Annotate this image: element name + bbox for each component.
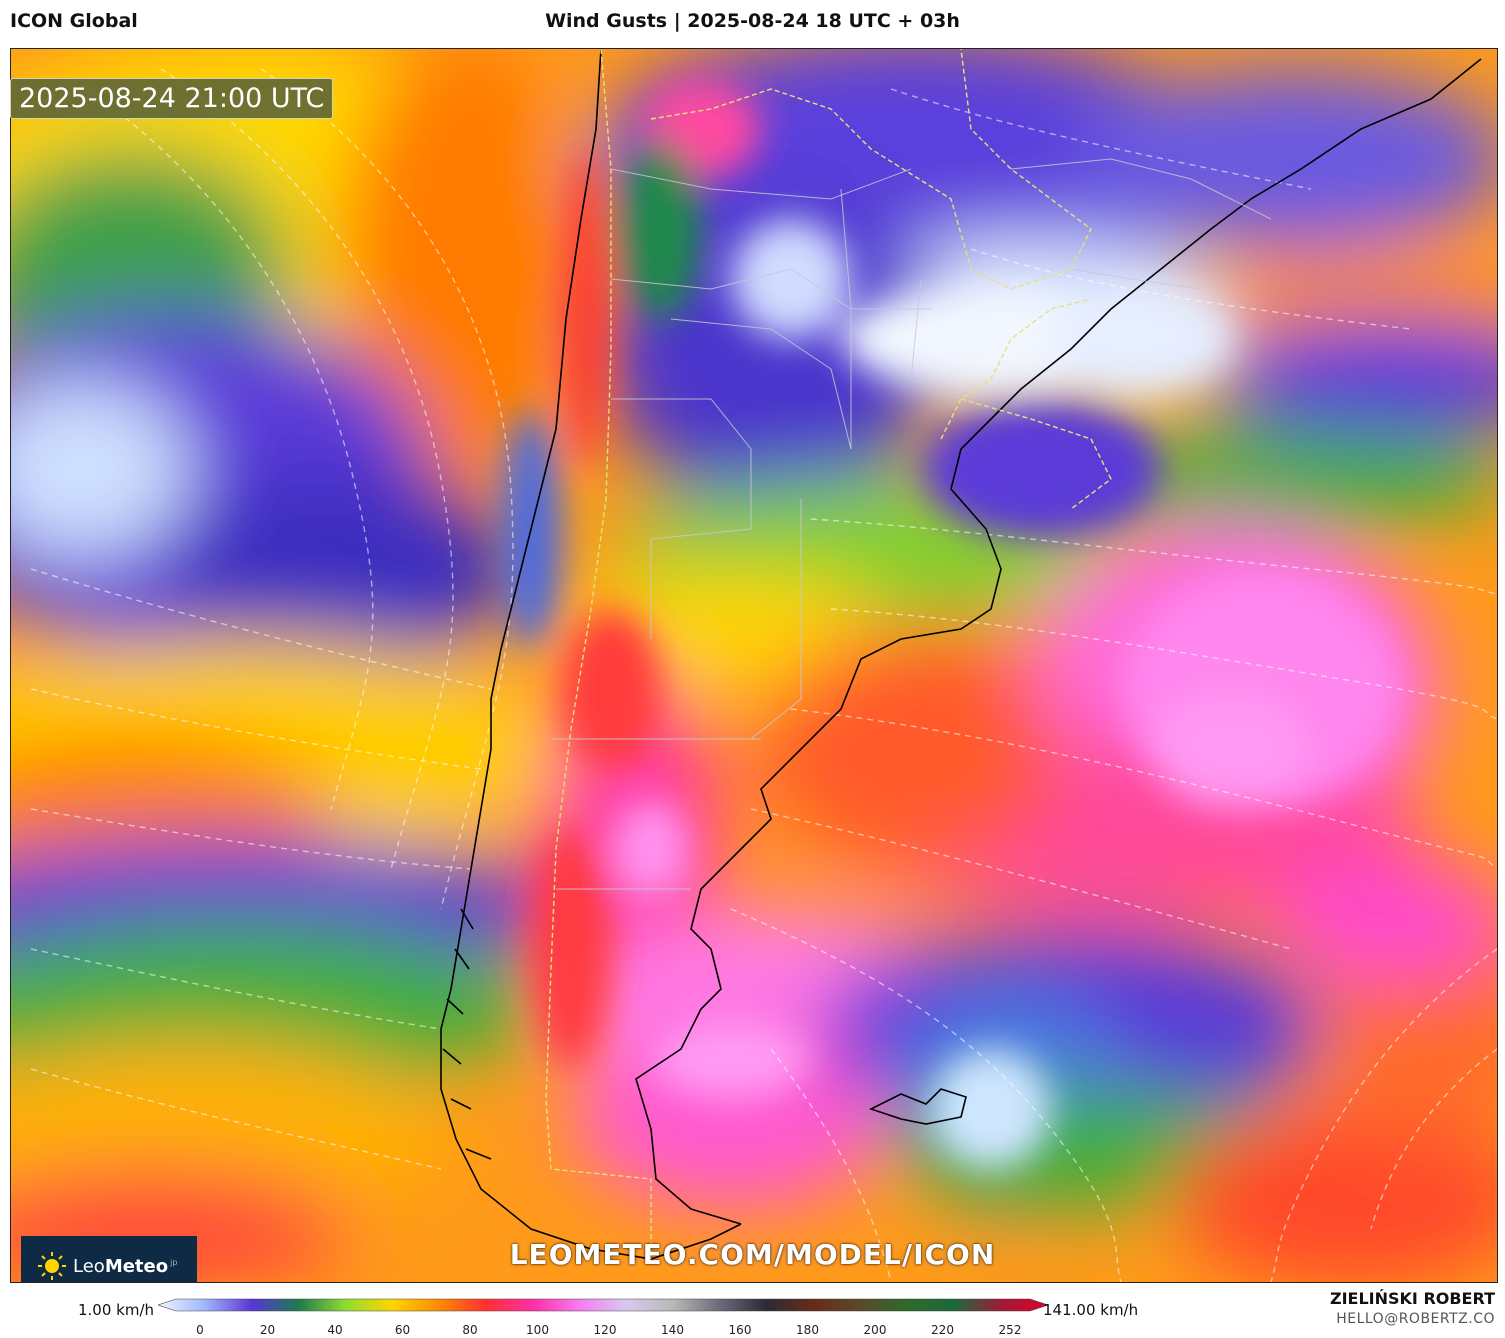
map-title: Wind Gusts | 2025-08-24 18 UTC + 03h <box>545 10 960 32</box>
model-name: ICON Global <box>10 10 138 32</box>
legend-max-label: 141.00 km/h <box>1043 1301 1139 1319</box>
legend-tick-label: 252 <box>999 1323 1022 1337</box>
legend-tick-label: 60 <box>395 1323 410 1337</box>
legend-tick-label: 220 <box>931 1323 954 1337</box>
coastlines <box>440 49 1482 1260</box>
color-legend: 1.00 km/h 0 20 40 60 80 100 120 140 160 180 200 220… <box>0 1290 1505 1337</box>
wind-field-broad <box>11 49 1497 1282</box>
legend-tick-label: 140 <box>661 1323 684 1337</box>
author-credit: ZIELIŃSKI ROBERT HELLO@ROBERTZ.CO <box>1330 1289 1495 1327</box>
country-borders <box>545 49 1112 1259</box>
url-watermark: LEOMETEO.COM/MODEL/ICON <box>509 1238 996 1271</box>
legend-min-label: 1.00 km/h <box>78 1301 155 1319</box>
legend-tick-label: 200 <box>864 1323 887 1337</box>
legend-colorbar: 0 20 40 60 80 100 120 140 160 180 200 220 252 <box>158 1298 1048 1337</box>
legend-tick-label: 160 <box>729 1323 752 1337</box>
isobars <box>30 68 1497 1282</box>
valid-time-badge: 2025-08-24 21:00 UTC <box>10 78 334 119</box>
wind-gust-map: LeoMeteo jp <box>10 48 1498 1283</box>
legend-ticks: 0 20 40 60 80 100 120 140 160 180 200 220 252 <box>196 1323 1021 1337</box>
legend-gradient <box>158 1298 1048 1312</box>
legend-tick-label: 80 <box>462 1323 477 1337</box>
logo-wordmark: LeoMeteo jp <box>73 1255 178 1277</box>
author-email: HELLO@ROBERTZ.CO <box>1336 1311 1495 1327</box>
legend-tick-label: 100 <box>526 1323 549 1337</box>
legend-tick-label: 40 <box>327 1323 342 1337</box>
map-canvas <box>11 49 1497 1282</box>
legend-tick-label: 180 <box>796 1323 819 1337</box>
province-borders <box>551 158 1272 890</box>
legend-tick-label: 120 <box>594 1323 617 1337</box>
sun-icon <box>38 1252 66 1280</box>
leometeo-logo: LeoMeteo jp <box>21 1236 197 1282</box>
legend-tick-label: 0 <box>196 1323 204 1337</box>
author-name: ZIELIŃSKI ROBERT <box>1329 1289 1495 1308</box>
legend-tick-label: 20 <box>260 1323 275 1337</box>
